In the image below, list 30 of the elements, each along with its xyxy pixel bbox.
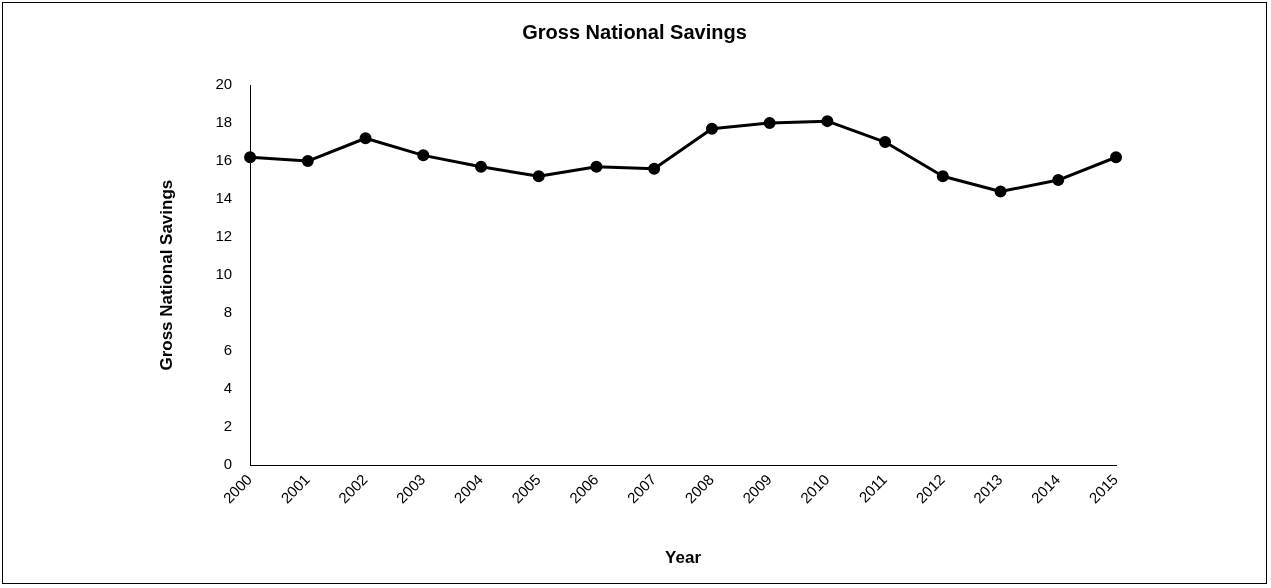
point xyxy=(475,160,487,173)
point xyxy=(301,155,314,168)
y-tick-label: 10 xyxy=(215,265,233,283)
point xyxy=(994,185,1007,198)
y-tick-label: 18 xyxy=(215,113,233,131)
y-tick-label: 16 xyxy=(215,151,233,169)
point xyxy=(359,132,372,145)
chart-title: Gross National Savings xyxy=(522,20,747,43)
point xyxy=(244,151,257,164)
point xyxy=(705,122,718,135)
point xyxy=(879,136,892,149)
y-axis-title: Gross National Savings xyxy=(156,179,176,371)
point xyxy=(1110,151,1122,164)
y-tick-label: 4 xyxy=(223,379,233,397)
y-tick-label: 20 xyxy=(215,75,233,93)
point xyxy=(532,170,545,183)
point xyxy=(417,149,430,162)
point xyxy=(763,117,776,130)
y-tick-label: 0 xyxy=(223,455,233,473)
point xyxy=(590,160,603,173)
point xyxy=(821,115,834,128)
y-tick-label: 2 xyxy=(223,417,233,435)
point xyxy=(1052,174,1065,187)
point xyxy=(648,162,661,175)
y-tick-label: 12 xyxy=(215,227,233,245)
y-tick-label: 8 xyxy=(223,303,233,321)
y-tick-label: 6 xyxy=(223,341,233,359)
point xyxy=(936,170,949,183)
y-tick-label: 14 xyxy=(215,189,233,207)
x-axis-title: Year xyxy=(665,548,702,568)
